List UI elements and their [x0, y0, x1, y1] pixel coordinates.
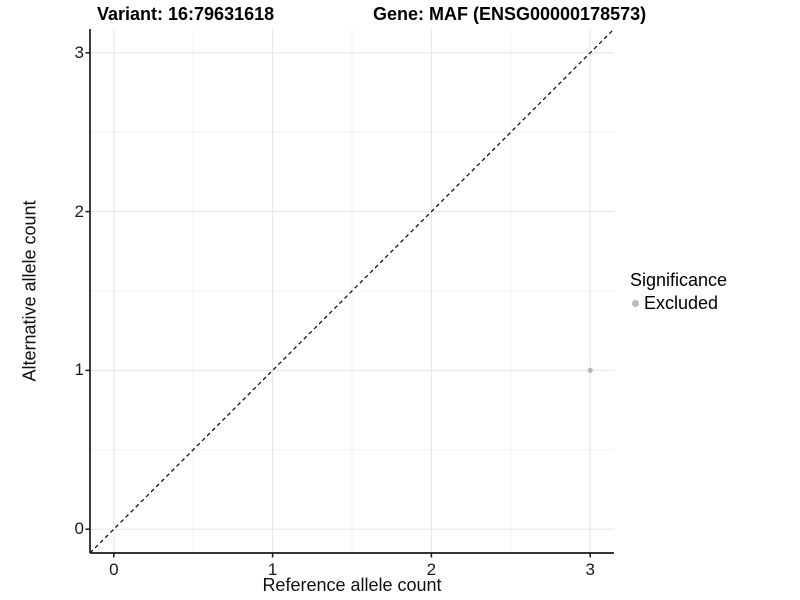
- legend-title: Significance: [630, 270, 728, 290]
- identity-reference-line: [89, 28, 615, 554]
- y-axis-title: Alternative allele count: [19, 200, 40, 382]
- excluded-point-icon: [632, 300, 639, 307]
- y-tick-label: 2: [74, 201, 84, 221]
- x-tick-label: 2: [426, 560, 437, 579]
- legend-entry-label: Excluded: [644, 293, 719, 313]
- y-tick-label: 3: [74, 42, 84, 62]
- legend: Significance Excluded: [630, 270, 727, 314]
- x-axis-title: Reference allele count: [262, 575, 442, 595]
- legend-entry-excluded: Excluded: [630, 293, 727, 314]
- plot-title-variant: Variant: 16:79631618: [97, 4, 275, 24]
- x-tick-label: 0: [109, 560, 119, 579]
- x-tick-label: 1: [267, 560, 278, 579]
- plot-title-gene: Gene: MAF (ENSG00000178573): [373, 4, 647, 24]
- x-tick-label: 3: [585, 560, 595, 579]
- data-point-excluded: [587, 367, 593, 373]
- y-tick-label: 1: [74, 360, 84, 380]
- y-tick-label: 0: [74, 519, 84, 539]
